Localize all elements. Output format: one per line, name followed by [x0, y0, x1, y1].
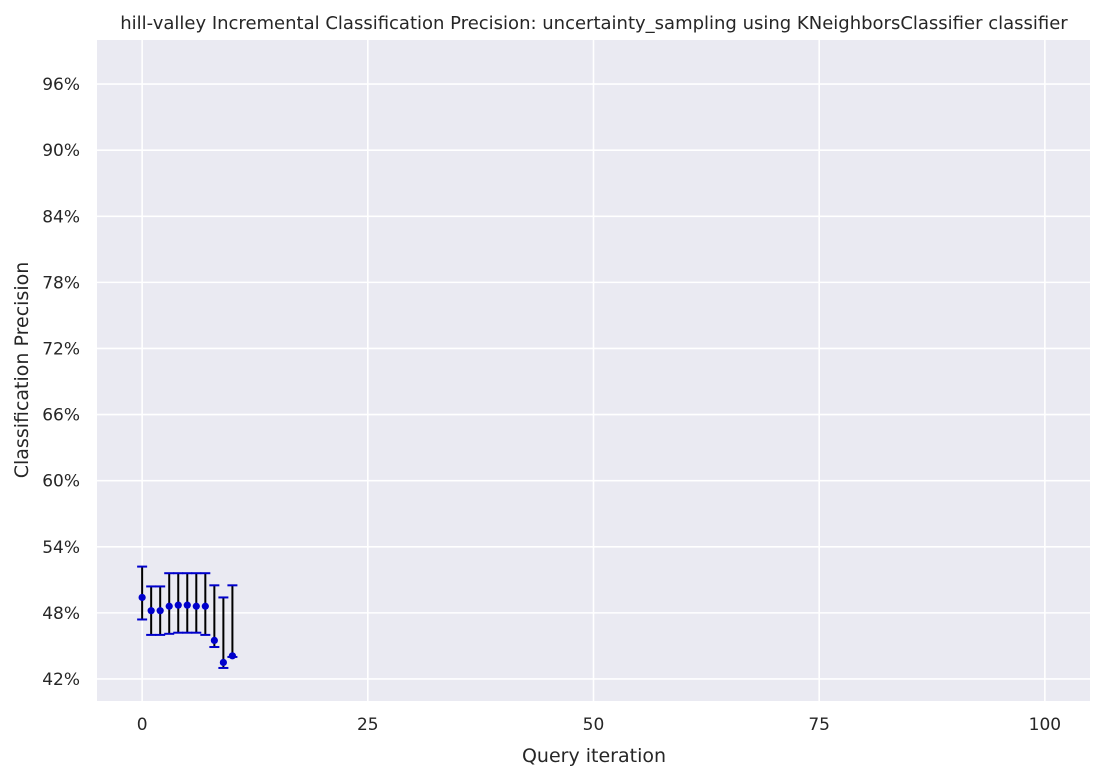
markers — [138, 593, 237, 667]
y-tick-label: 72% — [42, 339, 80, 359]
data-point — [156, 607, 164, 615]
y-tick-label: 60% — [42, 472, 80, 492]
data-point — [165, 602, 173, 610]
data-point — [147, 607, 155, 615]
data-point — [219, 658, 227, 667]
x-tick-label: 100 — [1029, 715, 1061, 735]
data-point — [210, 636, 218, 645]
y-tick-labels: 42% 48% 54% 60% 66% 72% 78% 84% 90% 96% — [42, 75, 80, 690]
y-tick-label: 48% — [42, 604, 80, 624]
y-axis-label: Classification Precision — [11, 262, 33, 479]
data-point — [138, 593, 146, 602]
y-tick-label: 96% — [42, 75, 80, 95]
y-tick-label: 84% — [42, 207, 80, 227]
x-axis-label: Query iteration — [522, 745, 666, 767]
y-tick-label: 66% — [42, 406, 80, 426]
y-tick-label: 78% — [42, 273, 80, 293]
y-tick-label: 90% — [42, 141, 80, 161]
x-tick-label: 75 — [808, 715, 830, 735]
x-tick-label: 25 — [357, 715, 379, 735]
grid — [97, 40, 1090, 701]
y-tick-label: 42% — [42, 670, 80, 690]
chart-title: hill-valley Incremental Classification P… — [120, 13, 1068, 34]
data-point — [174, 601, 182, 609]
x-tick-label: 50 — [583, 715, 605, 735]
x-tick-labels: 0 25 50 75 100 — [137, 715, 1061, 735]
y-tick-label: 54% — [42, 538, 80, 558]
data-point — [228, 652, 237, 660]
data-point — [192, 602, 200, 610]
data-point — [183, 601, 191, 609]
data-point — [201, 602, 209, 610]
x-tick-label: 0 — [137, 715, 148, 735]
